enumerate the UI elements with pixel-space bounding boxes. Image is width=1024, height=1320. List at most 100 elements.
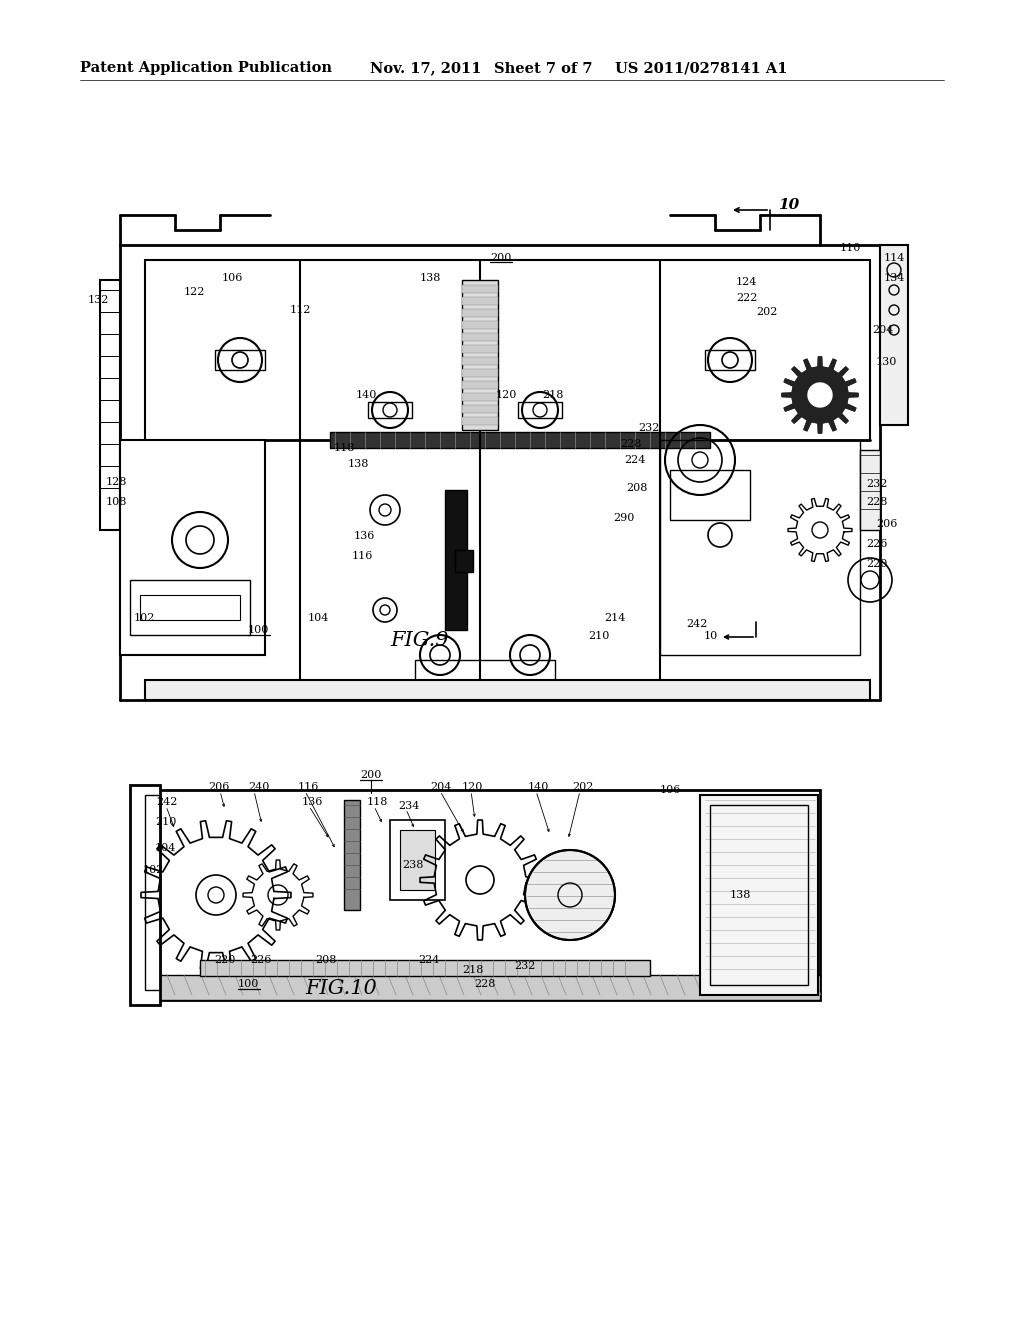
Text: 10: 10 xyxy=(778,198,800,213)
Text: 226: 226 xyxy=(250,954,271,965)
Bar xyxy=(120,440,265,655)
Text: 218: 218 xyxy=(462,965,483,975)
Text: 110: 110 xyxy=(840,243,861,253)
Bar xyxy=(705,350,755,370)
Bar xyxy=(455,550,473,572)
Bar xyxy=(670,470,750,520)
Bar xyxy=(390,820,445,900)
Bar xyxy=(130,579,250,635)
Bar xyxy=(710,805,808,985)
Text: 106: 106 xyxy=(660,785,681,795)
Text: 102: 102 xyxy=(134,612,156,623)
Text: 228: 228 xyxy=(474,979,496,989)
Text: 238: 238 xyxy=(402,861,423,870)
Text: Nov. 17, 2011  Sheet 7 of 7: Nov. 17, 2011 Sheet 7 of 7 xyxy=(370,61,593,75)
Text: 290: 290 xyxy=(613,513,635,523)
Circle shape xyxy=(208,887,224,903)
Bar xyxy=(368,403,412,418)
Text: 208: 208 xyxy=(315,954,336,965)
Bar xyxy=(462,417,498,425)
Text: 136: 136 xyxy=(354,531,376,541)
Text: 140: 140 xyxy=(528,781,549,792)
Text: FIG.9: FIG.9 xyxy=(390,631,449,649)
Polygon shape xyxy=(141,821,291,969)
Polygon shape xyxy=(243,861,313,931)
Text: 226: 226 xyxy=(866,539,888,549)
Bar xyxy=(462,381,498,389)
Bar xyxy=(200,960,650,975)
Bar xyxy=(660,440,860,655)
Text: 200: 200 xyxy=(490,253,511,263)
Text: 138: 138 xyxy=(348,459,370,469)
Text: 234: 234 xyxy=(398,801,420,810)
Text: 100: 100 xyxy=(248,624,269,635)
Text: 206: 206 xyxy=(208,781,229,792)
Text: 122: 122 xyxy=(184,286,206,297)
Text: 220: 220 xyxy=(214,954,236,965)
Bar xyxy=(462,393,498,401)
Bar xyxy=(145,975,820,1001)
Bar xyxy=(130,785,160,1005)
Text: 130: 130 xyxy=(876,356,897,367)
Polygon shape xyxy=(782,356,858,433)
Text: 200: 200 xyxy=(360,770,381,780)
Text: 120: 120 xyxy=(496,389,517,400)
Text: 220: 220 xyxy=(866,558,888,569)
Bar xyxy=(145,680,870,700)
Text: 124: 124 xyxy=(736,277,758,286)
Bar xyxy=(462,321,498,329)
Bar xyxy=(518,403,562,418)
Text: 138: 138 xyxy=(420,273,441,282)
Bar xyxy=(145,795,160,990)
Circle shape xyxy=(525,850,615,940)
Text: 138: 138 xyxy=(730,890,752,900)
Bar xyxy=(860,450,880,531)
Text: 100: 100 xyxy=(238,979,259,989)
Text: 232: 232 xyxy=(866,479,888,488)
Text: 104: 104 xyxy=(308,612,330,623)
Text: 242: 242 xyxy=(156,797,177,807)
Bar xyxy=(880,246,908,425)
Text: 210: 210 xyxy=(155,817,176,828)
Bar xyxy=(462,405,498,413)
Bar xyxy=(145,789,820,1001)
Text: 202: 202 xyxy=(756,308,777,317)
Text: FIG.10: FIG.10 xyxy=(305,978,377,998)
Text: 206: 206 xyxy=(876,519,897,529)
Circle shape xyxy=(466,866,494,894)
Text: 10: 10 xyxy=(705,631,718,642)
Bar xyxy=(415,660,555,680)
Text: 214: 214 xyxy=(604,612,626,623)
Bar xyxy=(462,297,498,305)
Bar xyxy=(700,795,818,995)
Text: 222: 222 xyxy=(736,293,758,304)
Text: 210: 210 xyxy=(588,631,609,642)
Bar xyxy=(100,280,120,531)
Text: 208: 208 xyxy=(626,483,647,492)
Text: 118: 118 xyxy=(367,797,388,807)
Bar xyxy=(462,345,498,352)
Text: 114: 114 xyxy=(884,253,905,263)
Bar xyxy=(462,356,498,366)
Text: 132: 132 xyxy=(88,294,110,305)
Bar xyxy=(462,309,498,317)
Text: 204: 204 xyxy=(872,325,893,335)
Text: 240: 240 xyxy=(248,781,269,792)
Polygon shape xyxy=(420,820,540,940)
Bar xyxy=(445,490,467,630)
Text: 242: 242 xyxy=(686,619,708,630)
Bar xyxy=(344,800,360,909)
Text: 228: 228 xyxy=(866,498,888,507)
Text: 128: 128 xyxy=(106,477,127,487)
Text: 106: 106 xyxy=(222,273,244,282)
Text: Patent Application Publication: Patent Application Publication xyxy=(80,61,332,75)
Bar xyxy=(462,370,498,378)
Bar xyxy=(330,432,710,447)
Text: 120: 120 xyxy=(462,781,483,792)
Text: 228: 228 xyxy=(620,440,641,449)
Bar xyxy=(215,350,265,370)
Text: 112: 112 xyxy=(290,305,311,315)
Text: 116: 116 xyxy=(298,781,319,792)
Bar xyxy=(462,285,498,293)
Text: 202: 202 xyxy=(572,781,593,792)
